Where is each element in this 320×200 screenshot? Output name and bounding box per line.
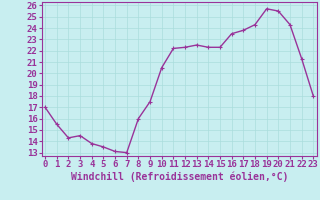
X-axis label: Windchill (Refroidissement éolien,°C): Windchill (Refroidissement éolien,°C) xyxy=(70,172,288,182)
